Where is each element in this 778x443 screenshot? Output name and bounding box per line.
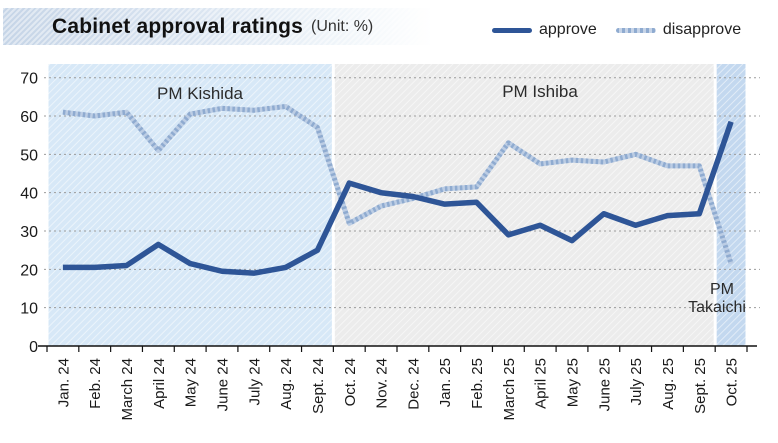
x-axis-month-label: Sept. 25 bbox=[692, 358, 709, 414]
y-axis-tick-label: 40 bbox=[20, 186, 38, 203]
y-axis-tick-label: 60 bbox=[20, 109, 38, 126]
chart-title: Cabinet approval ratings bbox=[52, 14, 304, 38]
approve-line bbox=[62, 120, 734, 276]
title-band: Cabinet approval ratings (Unit: %) bbox=[3, 8, 455, 45]
x-axis-month-label: Feb. 25 bbox=[469, 358, 486, 409]
x-axis-month-label: April 24 bbox=[151, 358, 168, 409]
x-axis-month-label: June 25 bbox=[596, 358, 613, 411]
y-axis-tick-label: 50 bbox=[20, 147, 38, 164]
x-axis-month-label: Sept. 24 bbox=[310, 358, 327, 414]
x-axis-month-label: April 25 bbox=[533, 358, 550, 409]
x-axis-month-label: Dec. 24 bbox=[405, 358, 422, 410]
x-axis-month-label: Jan. 25 bbox=[437, 358, 454, 407]
x-axis-month-label: May 24 bbox=[183, 358, 200, 407]
legend: approve disapprove bbox=[492, 20, 778, 40]
region-hatch-overlay bbox=[716, 64, 746, 346]
unit-label: (Unit: %) bbox=[311, 17, 374, 35]
x-axis-month-label: July 25 bbox=[628, 358, 645, 406]
x-axis-month-label: Jan. 24 bbox=[55, 358, 72, 407]
x-axis-month-label: June 24 bbox=[215, 358, 232, 411]
annotation-pm-kishida: PM Kishida bbox=[157, 84, 244, 103]
disapprove-line-swatch-icon bbox=[615, 27, 656, 33]
region-hatch-overlay bbox=[48, 64, 332, 346]
y-axis-tick-label: 30 bbox=[20, 224, 38, 241]
y-axis-tick-label: 70 bbox=[20, 71, 38, 88]
region-hatch-overlay bbox=[334, 64, 714, 346]
x-axis-month-label: March 25 bbox=[501, 358, 518, 421]
approve-legend-label: approve bbox=[539, 21, 597, 38]
y-axis-tick-label: 0 bbox=[29, 339, 38, 356]
x-axis-month-label: May 25 bbox=[565, 358, 582, 407]
approve-line-swatch-icon bbox=[492, 27, 532, 33]
annotation-pm-ishiba: PM Ishiba bbox=[502, 82, 578, 101]
y-axis-tick-label: 20 bbox=[20, 262, 38, 279]
disapprove-line bbox=[62, 103, 734, 265]
x-axis-month-label: Oct. 24 bbox=[342, 358, 359, 406]
y-axis-tick-label: 10 bbox=[20, 301, 38, 318]
annotation-takaichi: Takaichi bbox=[688, 299, 746, 316]
x-axis-month-label: Oct. 25 bbox=[724, 358, 741, 406]
x-axis-month-label: Aug. 25 bbox=[660, 358, 677, 410]
x-axis-month-label: Nov. 24 bbox=[374, 358, 391, 409]
annotation-pm: PM bbox=[710, 281, 734, 298]
disapprove-legend-label: disapprove bbox=[662, 21, 742, 38]
x-axis-month-label: Aug. 24 bbox=[278, 358, 295, 410]
x-axis-month-label: March 24 bbox=[119, 358, 136, 421]
x-axis-month-label: July 24 bbox=[246, 358, 263, 406]
x-axis-month-label: Feb. 24 bbox=[87, 358, 104, 409]
